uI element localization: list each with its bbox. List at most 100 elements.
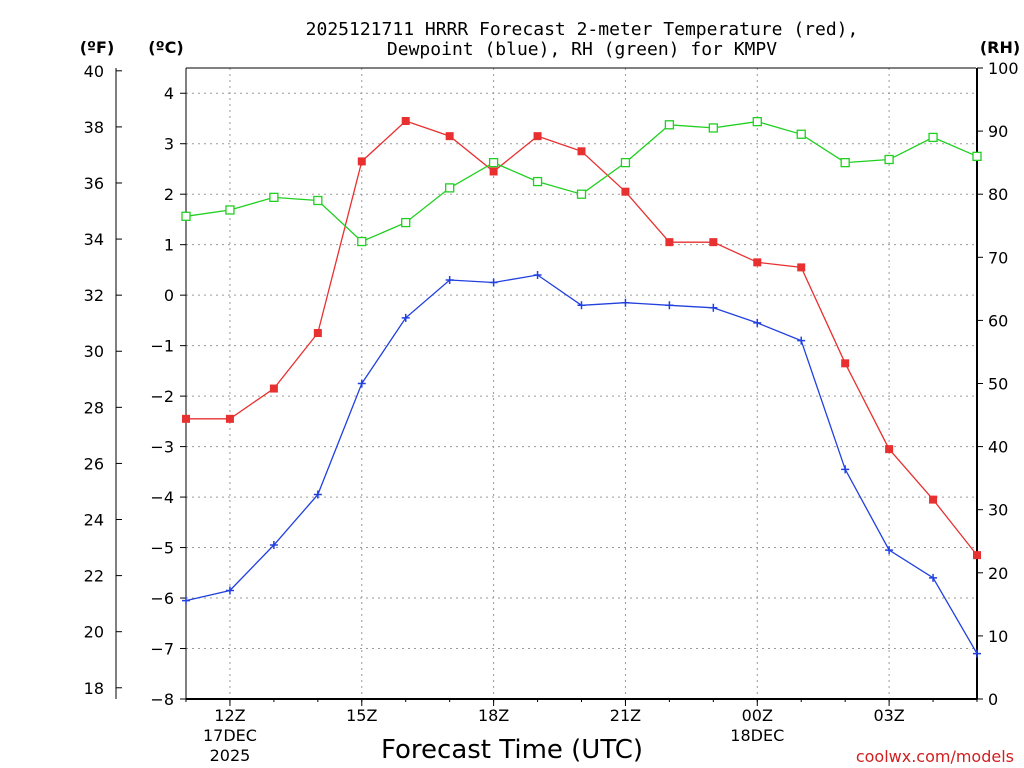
celsius-unit-label: (ºC) xyxy=(148,38,183,57)
dewpoint-point xyxy=(973,649,981,658)
relative-humidity-point xyxy=(708,123,718,133)
dewpoint-line xyxy=(185,274,978,654)
dewpoint-point xyxy=(929,573,938,582)
temperature-point xyxy=(182,414,190,423)
dewpoint-point xyxy=(269,541,278,550)
temperature-point xyxy=(445,132,454,141)
celsius-tick-label: −5 xyxy=(150,539,174,558)
celsius-tick-label: −3 xyxy=(150,438,174,457)
relative-humidity-point xyxy=(620,157,631,168)
dewpoint-point xyxy=(797,336,806,345)
relative-humidity-point xyxy=(576,189,587,199)
relative-humidity-point xyxy=(840,157,850,168)
celsius-tick-label: −4 xyxy=(150,488,174,507)
relative-humidity-point xyxy=(796,129,806,139)
fahrenheit-axis-ticks: 40 38 36 34 32 30 28 26 24 22 20 18 xyxy=(84,62,122,698)
celsius-tick-label: 1 xyxy=(164,236,174,255)
dewpoint-point xyxy=(621,298,630,307)
dewpoint-point xyxy=(313,490,322,499)
relative-humidity-point xyxy=(313,195,323,206)
celsius-tick-label: −8 xyxy=(150,690,174,709)
grid-lines xyxy=(186,68,977,700)
dewpoint-point xyxy=(225,586,234,595)
time-tick-label: 00Z xyxy=(742,706,773,725)
temperature-point xyxy=(577,147,586,156)
celsius-tick-label: −2 xyxy=(150,387,174,406)
temperature-series xyxy=(182,117,981,560)
rh-tick-label: 20 xyxy=(988,564,1008,583)
relative-humidity-series xyxy=(181,116,982,247)
relative-humidity-point xyxy=(752,116,762,127)
temperature-point xyxy=(269,384,278,393)
source-credit: coolwx.com/models xyxy=(856,747,1014,766)
relative-humidity-point xyxy=(269,192,279,203)
rh-tick-label: 60 xyxy=(988,311,1008,330)
celsius-tick-label: 3 xyxy=(164,135,174,154)
rh-unit-label: (RH) xyxy=(980,38,1020,57)
fahrenheit-tick-label: 26 xyxy=(84,454,104,473)
time-tick-date-label: 18DEC xyxy=(730,726,784,745)
relative-humidity-point xyxy=(532,176,543,187)
temperature-point xyxy=(709,238,718,247)
temperature-point xyxy=(885,445,894,454)
fahrenheit-tick-label: 24 xyxy=(84,511,104,530)
dewpoint-point xyxy=(709,303,718,312)
relative-humidity-line xyxy=(185,120,978,243)
relative-humidity-point xyxy=(225,205,235,215)
rh-tick-label: 80 xyxy=(988,185,1008,204)
dewpoint-series xyxy=(182,270,981,658)
temperature-point xyxy=(357,157,366,166)
time-tick-label: 15Z xyxy=(346,706,377,725)
fahrenheit-tick-label: 20 xyxy=(84,623,104,642)
x-axis-title: Forecast Time (UTC) xyxy=(381,735,643,765)
temperature-point xyxy=(401,117,410,126)
relative-humidity-point xyxy=(664,120,675,130)
relative-humidity-point xyxy=(488,157,499,168)
celsius-axis-ticks: 4 3 2 1 0 −1 −2 −3 −4 −5 −6 −7 −8 xyxy=(150,84,186,709)
dewpoint-point xyxy=(445,276,454,285)
relative-humidity-point xyxy=(181,211,191,221)
time-tick-label: 12Z xyxy=(214,706,245,725)
time-tick-year-label: 2025 xyxy=(210,746,251,765)
time-tick-label: 21Z xyxy=(610,706,641,725)
temperature-point xyxy=(841,359,850,368)
rh-tick-label: 0 xyxy=(988,690,998,709)
temperature-line xyxy=(186,120,978,556)
rh-tick-label: 40 xyxy=(988,438,1008,457)
celsius-tick-label: −7 xyxy=(150,640,174,659)
temperature-point xyxy=(225,414,234,423)
fahrenheit-tick-label: 36 xyxy=(84,174,104,193)
fahrenheit-tick-label: 40 xyxy=(84,62,104,81)
chart-title-line-2: Dewpoint (blue), RH (green) for KMPV xyxy=(387,39,777,60)
fahrenheit-tick-label: 22 xyxy=(84,567,104,586)
dewpoint-point xyxy=(577,301,586,310)
relative-humidity-point xyxy=(401,217,411,228)
relative-humidity-point xyxy=(884,154,894,165)
fahrenheit-tick-label: 38 xyxy=(84,118,104,137)
temperature-point xyxy=(973,551,981,560)
temperature-point xyxy=(621,187,630,196)
dewpoint-point xyxy=(401,313,410,322)
celsius-tick-label: 0 xyxy=(164,286,174,305)
temperature-point xyxy=(533,132,542,141)
rh-tick-label: 50 xyxy=(988,375,1008,394)
relative-humidity-point xyxy=(928,132,938,143)
dewpoint-point xyxy=(182,596,190,605)
time-tick-label: 03Z xyxy=(873,706,904,725)
dewpoint-point xyxy=(841,465,850,474)
relative-humidity-point xyxy=(357,236,367,247)
temperature-point xyxy=(929,495,938,504)
temperature-point xyxy=(797,263,806,272)
temperature-point xyxy=(489,167,498,176)
rh-tick-label: 30 xyxy=(988,501,1008,520)
dewpoint-point xyxy=(489,278,498,287)
fahrenheit-tick-label: 34 xyxy=(84,230,104,249)
fahrenheit-tick-label: 28 xyxy=(84,398,104,417)
dewpoint-point xyxy=(533,270,542,279)
dewpoint-point xyxy=(885,546,894,555)
rh-tick-label: 70 xyxy=(988,248,1008,267)
fahrenheit-tick-label: 18 xyxy=(84,679,104,698)
